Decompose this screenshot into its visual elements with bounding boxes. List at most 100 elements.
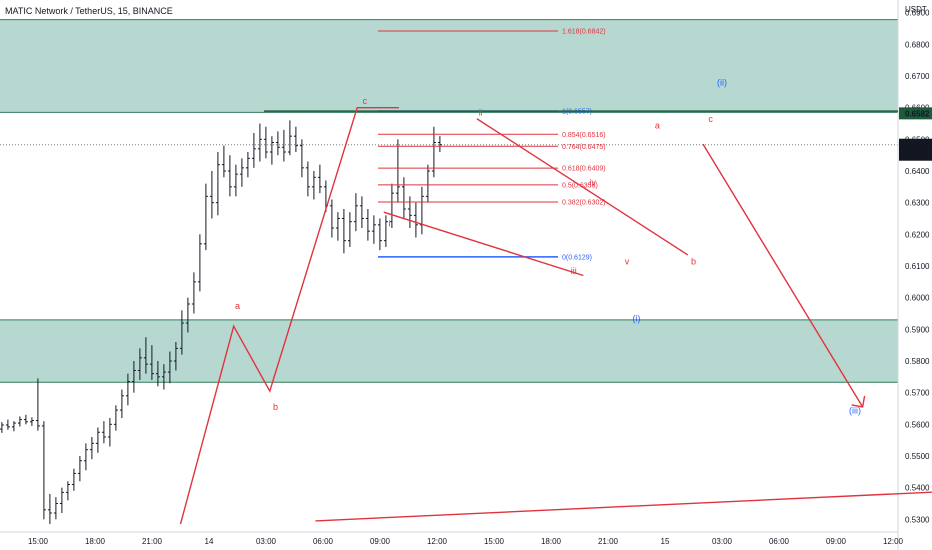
impulse-a-b-c	[179, 106, 399, 525]
candle	[179, 310, 184, 355]
candle	[383, 215, 388, 247]
fib-level-label: 1.618(0.6842)	[562, 29, 606, 36]
candle	[191, 272, 196, 314]
wave-label: a	[235, 301, 240, 311]
candle	[101, 421, 106, 444]
wave-label: (iii)	[849, 405, 861, 415]
y-tick-label: 0.6700	[905, 72, 930, 81]
x-tick-label: 09:00	[826, 537, 847, 546]
candle	[197, 234, 202, 292]
candle	[401, 177, 406, 219]
y-tick-label: 0.6000	[905, 294, 930, 303]
candle	[113, 405, 118, 431]
fib-level-label: 0.618(0.6409)	[562, 166, 606, 173]
candle	[107, 418, 112, 447]
candle	[95, 427, 100, 453]
y-tick-label: 0.6400	[905, 167, 930, 176]
x-tick-label: 21:00	[598, 537, 619, 546]
price-badge-label: 0.6582	[905, 109, 930, 118]
candle	[287, 120, 292, 156]
lower-trendline	[315, 491, 932, 522]
x-tick-label: 03:00	[712, 537, 733, 546]
candle	[395, 139, 400, 203]
y-tick-label: 0.5800	[905, 357, 930, 366]
x-tick-label: 12:00	[883, 537, 904, 546]
x-tick-label: 12:00	[427, 537, 448, 546]
wave-label: v	[625, 256, 630, 266]
candle	[239, 158, 244, 187]
price-badge-1	[899, 138, 932, 161]
candle	[281, 129, 286, 162]
candle	[293, 126, 298, 152]
fib-level-label: 1(0.6557)	[562, 109, 592, 116]
candle	[353, 193, 358, 232]
candle	[203, 183, 208, 251]
candle	[17, 416, 22, 427]
candle	[11, 421, 16, 432]
candle	[89, 437, 94, 460]
candle	[371, 215, 376, 244]
wave-label: c	[708, 114, 713, 124]
candle	[215, 152, 220, 216]
candle	[155, 361, 160, 387]
candle	[23, 414, 28, 425]
candle	[251, 133, 256, 168]
x-tick-label: 15:00	[484, 537, 505, 546]
x-tick-label: 03:00	[256, 537, 277, 546]
wave-label: (ii)	[717, 78, 727, 88]
price-badge-sub: 12:33	[905, 151, 926, 160]
candle	[209, 171, 214, 219]
candle	[257, 123, 262, 162]
candle	[59, 487, 64, 513]
candle	[149, 345, 154, 380]
candle	[431, 126, 436, 178]
x-tick-label: 15	[661, 537, 670, 546]
y-tick-label: 0.6800	[905, 40, 930, 49]
x-tick-label: 21:00	[142, 537, 163, 546]
chart-title: MATIC Network / TetherUS, 15, BINANCE	[5, 6, 173, 16]
candle	[329, 199, 334, 238]
y-tick-label: 0.6100	[905, 262, 930, 271]
candle	[275, 131, 280, 156]
x-tick-label: 14	[205, 537, 214, 546]
candle	[71, 468, 76, 491]
zone-0	[0, 19, 898, 113]
wave-label: c	[363, 96, 368, 106]
x-tick-label: 15:00	[28, 537, 49, 546]
wave-ii-v-line	[476, 118, 689, 256]
candle	[359, 196, 364, 228]
candle	[341, 209, 346, 254]
candle	[185, 297, 190, 333]
candle	[47, 494, 52, 525]
x-tick-label: 18:00	[85, 537, 106, 546]
candle	[311, 171, 316, 200]
candle	[125, 373, 130, 406]
wave-label: b	[273, 402, 278, 412]
candle	[5, 419, 10, 430]
fib-level-label: 0(0.6129)	[562, 254, 592, 261]
y-tick-label: 0.6200	[905, 230, 930, 239]
candle	[53, 497, 58, 520]
candle	[137, 348, 142, 380]
candle	[41, 421, 46, 520]
candle	[221, 145, 226, 178]
candle	[233, 164, 238, 197]
x-tick-label: 09:00	[370, 537, 391, 546]
wave-label: a	[655, 120, 660, 130]
wave-label: iii	[571, 266, 577, 276]
candle	[263, 126, 268, 159]
wave-c-down-arrow	[702, 143, 864, 408]
candle	[347, 212, 352, 247]
arrow-head	[851, 395, 866, 408]
candle	[119, 389, 124, 418]
candle	[83, 443, 88, 471]
y-tick-label: 0.6900	[905, 9, 930, 18]
candle	[407, 196, 412, 228]
wave-label: (i)	[633, 313, 641, 323]
y-tick-label: 0.5500	[905, 452, 930, 461]
y-tick-label: 0.6300	[905, 199, 930, 208]
y-tick-label: 0.5300	[905, 515, 930, 524]
candle	[335, 212, 340, 241]
